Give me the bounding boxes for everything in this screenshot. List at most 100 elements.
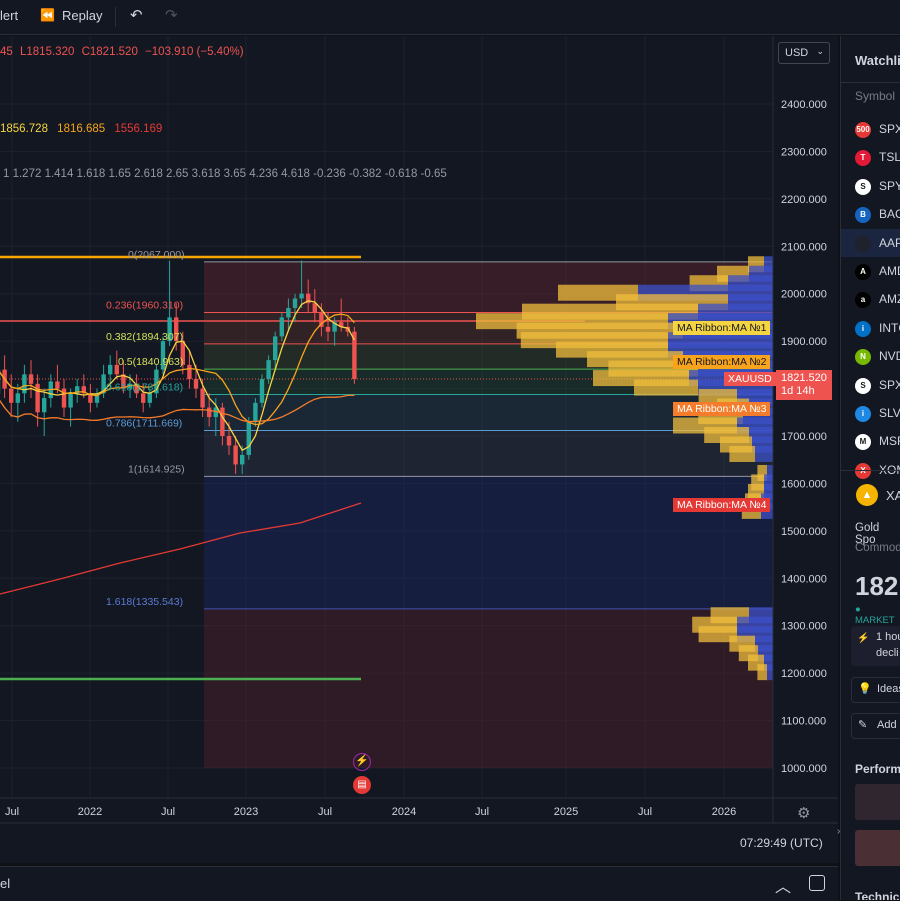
- time-axis-label: 2022: [78, 806, 102, 818]
- nvd-logo-icon: N: [855, 349, 871, 365]
- news-line-2: decli: [876, 647, 899, 659]
- watchlist-item-spx[interactable]: S SPX: [841, 371, 900, 399]
- close-value: C1821.520: [82, 46, 138, 58]
- watchlist-item-bac[interactable]: B BAC: [841, 200, 900, 228]
- toolbar-divider: [115, 7, 116, 27]
- candle-body: [299, 294, 303, 299]
- watchlist-panel: Watchli Symbol 500SPXTTSLASSPYBBACAAPAAM…: [840, 36, 900, 900]
- watchlist-item-amz[interactable]: a AMZ: [841, 285, 900, 313]
- ma-value-1: 1856.728: [0, 123, 48, 135]
- add-note-button[interactable]: ✎ Add n: [851, 713, 900, 739]
- candle-body: [187, 365, 191, 379]
- price-chart[interactable]: 0(2067.000)0.236(1960.310)0.382(1894.307…: [0, 36, 838, 863]
- watchlist-symbol: INTC: [879, 321, 900, 335]
- watchlist-header: Symbol: [841, 82, 900, 109]
- candle-body: [260, 379, 264, 403]
- ma-ribbon-tag-1: MA Ribbon:MA №1: [673, 321, 770, 335]
- watchlist-item-aap[interactable]: AAP: [841, 229, 900, 257]
- chart-area[interactable]: 0(2067.000)0.236(1960.310)0.382(1894.307…: [0, 36, 838, 863]
- symbol-column-header[interactable]: Symbol: [855, 89, 895, 103]
- undo-icon[interactable]: ↶: [130, 6, 143, 24]
- detail-symbol[interactable]: XA: [886, 488, 900, 503]
- candle-body: [148, 393, 152, 402]
- watchlist-item-spy[interactable]: SSPY: [841, 172, 900, 200]
- technicals-heading: Technic: [855, 890, 899, 900]
- ideas-button[interactable]: 💡 Ideas: [851, 677, 900, 703]
- news-card[interactable]: ⚡ 1 hou decli: [851, 626, 900, 666]
- us-flag-icon[interactable]: ▤: [353, 776, 371, 794]
- lightning-icon: ⚡: [857, 633, 869, 644]
- redo-icon[interactable]: ↷: [165, 6, 178, 24]
- fib-level-label: 1(1614.925): [128, 463, 185, 475]
- watchlist-item-nvd[interactable]: N NVD: [841, 342, 900, 370]
- detail-price: 182: [855, 571, 898, 602]
- watchlist-symbol: SPY: [879, 179, 900, 193]
- watchlist-item-intc[interactable]: i INTC: [841, 314, 900, 342]
- watchlist-symbol: BAC: [879, 207, 900, 221]
- fib-level-label: 0.382(1894.307): [106, 331, 183, 343]
- candle-body: [55, 381, 59, 388]
- candle-body: [220, 408, 224, 436]
- bac-logo-icon: B: [855, 207, 871, 223]
- candle-body: [247, 422, 251, 455]
- settings-gear-icon[interactable]: ⚙: [797, 804, 810, 822]
- watchlist-item-tsla[interactable]: TTSLA: [841, 143, 900, 171]
- price-axis-label: 2300.000: [781, 146, 827, 158]
- price-axis-label: 2000.000: [781, 289, 827, 301]
- spx-logo-icon: S: [855, 378, 871, 394]
- ohlc-legend: 45 L1815.320 C1821.520 −103.910 (−5.40%): [0, 46, 244, 58]
- volume-profile-up: [634, 380, 698, 396]
- price-axis-label: 2200.000: [781, 194, 827, 206]
- performance-heading: Perform: [855, 762, 900, 776]
- candle-body: [29, 374, 33, 383]
- chevron-down-icon: ⌄: [816, 46, 824, 57]
- watchlist-symbol: SLV: [879, 406, 900, 420]
- intc-logo-icon: i: [855, 321, 871, 337]
- currency-selector[interactable]: USD ⌄: [778, 42, 830, 64]
- add-label: Add n: [877, 719, 900, 731]
- candle-body: [240, 455, 244, 464]
- news-line-1: 1 hou: [876, 631, 900, 643]
- lightning-icon[interactable]: ⚡: [353, 753, 371, 771]
- watchlist-symbol: NVD: [879, 349, 900, 363]
- time-axis-label: 2023: [234, 806, 258, 818]
- candle-body: [22, 374, 26, 393]
- price-axis-label: 1100.000: [781, 716, 826, 728]
- panel-divider: [841, 470, 900, 471]
- bottom-panel-label[interactable]: el: [0, 876, 10, 891]
- ma-ribbon-tag-4: MA Ribbon:MA №4: [673, 498, 770, 512]
- ma-value-3: 1556.169: [114, 123, 162, 135]
- watchlist-item-slv[interactable]: i SLV: [841, 399, 900, 427]
- amz-logo-icon: a: [855, 292, 871, 308]
- chevron-up-icon[interactable]: ︿: [775, 873, 791, 897]
- utc-clock[interactable]: 07:29:49 (UTC): [740, 836, 823, 850]
- replay-icon[interactable]: ⏪: [40, 8, 55, 22]
- fib-zone: [204, 609, 773, 768]
- fib-level-label: 0.236(1960.310): [106, 300, 183, 312]
- time-axis[interactable]: [0, 798, 773, 823]
- time-axis-label: Jul: [5, 806, 19, 818]
- watchlist-symbol: AMZ: [879, 292, 900, 306]
- watchlist-symbol: SPX: [879, 378, 900, 392]
- watchlist-symbol: AMD: [879, 264, 900, 278]
- alert-button[interactable]: lert: [0, 8, 18, 23]
- performance-cell-2: [855, 830, 900, 866]
- watchlist-item-spx[interactable]: 500SPX: [841, 115, 900, 143]
- fib-level-label: 0.786(1711.669): [106, 417, 182, 429]
- fib-legend: 1 1.272 1.414 1.618 1.65 2.618 2.65 3.61…: [3, 168, 447, 180]
- candle-body: [280, 317, 284, 336]
- change-value: −103.910 (−5.40%): [145, 46, 243, 58]
- watchlist-title[interactable]: Watchli: [855, 53, 900, 68]
- time-axis-label: 2025: [554, 806, 578, 818]
- volume-profile-up: [757, 664, 767, 680]
- watchlist-item-amd[interactable]: AAMD: [841, 257, 900, 285]
- price-axis-label: 1000.000: [781, 763, 827, 775]
- fib-level-label: 1.618(1335.543): [106, 596, 183, 608]
- replay-button[interactable]: Replay: [62, 8, 102, 23]
- spx-logo-icon: 500: [855, 122, 871, 138]
- watchlist-item-msf[interactable]: MMSF: [841, 427, 900, 455]
- slv-logo-icon: i: [855, 406, 871, 422]
- lightbulb-icon: 💡: [858, 682, 872, 695]
- ma-legend: 1856.728 1816.685 1556.169: [0, 123, 162, 135]
- maximize-icon[interactable]: [809, 875, 825, 891]
